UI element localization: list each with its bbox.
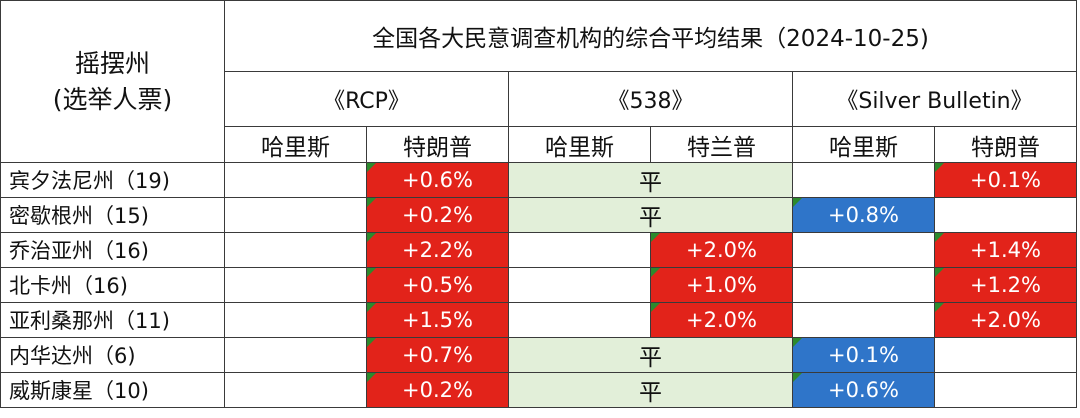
rcp-trump-cell: +0.2% bbox=[366, 372, 509, 408]
rcp-harris-cell bbox=[224, 372, 367, 408]
538-trump-cell: +1.0% bbox=[650, 267, 793, 303]
rcp-harris-cell bbox=[224, 162, 367, 198]
table-row: 威斯康星（10) +0.2% 平 +0.6% bbox=[0, 372, 1077, 408]
538-harris-cell bbox=[508, 232, 651, 268]
source-538: 《538》 bbox=[508, 71, 793, 127]
state-name: 宾夕法尼州（19) bbox=[0, 162, 225, 198]
538-harris-cell bbox=[508, 302, 651, 338]
candidate-header: 哈里斯 bbox=[792, 126, 935, 163]
silver-harris-cell bbox=[792, 232, 935, 268]
table-row: 密歇根州（15) +0.2% 平 +0.8% bbox=[0, 197, 1077, 233]
silver-harris-cell bbox=[792, 302, 935, 338]
rcp-trump-cell: +1.5% bbox=[366, 302, 509, 338]
rcp-harris-cell bbox=[224, 302, 367, 338]
title-row: 摇摆州 (选举人票) 全国各大民意调查机构的综合平均结果（2024-10-25) bbox=[0, 0, 1077, 163]
silver-harris-cell: +0.1% bbox=[792, 337, 935, 373]
rcp-trump-cell: +0.2% bbox=[366, 197, 509, 233]
table-title: 全国各大民意调查机构的综合平均结果（2024-10-25) bbox=[224, 0, 1077, 72]
538-trump-cell: +2.0% bbox=[650, 232, 793, 268]
table-row: 内华达州（6) +0.7% 平 +0.1% bbox=[0, 337, 1077, 373]
state-name: 内华达州（6) bbox=[0, 337, 225, 373]
rcp-trump-cell: +2.2% bbox=[366, 232, 509, 268]
silver-trump-cell: +0.1% bbox=[934, 162, 1077, 198]
source-row: 《RCP》 《538》 《Silver Bulletin》 bbox=[1, 71, 1077, 127]
table-row: 亚利桑那州（11) +1.5% +2.0% +2.0% bbox=[0, 302, 1077, 338]
silver-trump-cell: +1.4% bbox=[934, 232, 1077, 268]
538-trump-cell: +2.0% bbox=[650, 302, 793, 338]
rcp-trump-cell: +0.5% bbox=[366, 267, 509, 303]
corner-header-line2: (选举人票) bbox=[52, 84, 173, 114]
538-tie-cell: 平 bbox=[508, 162, 793, 198]
silver-harris-cell bbox=[792, 267, 935, 303]
source-rcp: 《RCP》 bbox=[224, 71, 509, 127]
silver-trump-cell bbox=[934, 197, 1077, 233]
silver-trump-cell: +2.0% bbox=[934, 302, 1077, 338]
rcp-trump-cell: +0.6% bbox=[366, 162, 509, 198]
swing-state-poll-table: 摇摆州 (选举人票) 全国各大民意调查机构的综合平均结果（2024-10-25)… bbox=[0, 0, 1077, 408]
silver-trump-cell bbox=[934, 372, 1077, 408]
candidate-header: 哈里斯 bbox=[508, 126, 651, 163]
state-name: 北卡州（16) bbox=[0, 267, 225, 303]
silver-harris-cell: +0.8% bbox=[792, 197, 935, 233]
silver-harris-cell: +0.6% bbox=[792, 372, 935, 408]
candidate-header: 哈里斯 bbox=[224, 126, 367, 163]
corner-header: 摇摆州 (选举人票) bbox=[0, 0, 225, 163]
538-tie-cell: 平 bbox=[508, 372, 793, 408]
table-row: 乔治亚州（16) +2.2% +2.0% +1.4% bbox=[0, 232, 1077, 268]
538-tie-cell: 平 bbox=[508, 337, 793, 373]
538-tie-cell: 平 bbox=[508, 197, 793, 233]
rcp-harris-cell bbox=[224, 337, 367, 373]
candidate-header: 特兰普 bbox=[650, 126, 793, 163]
state-name: 密歇根州（15) bbox=[0, 197, 225, 233]
silver-trump-cell bbox=[934, 337, 1077, 373]
state-name: 乔治亚州（16) bbox=[0, 232, 225, 268]
rcp-trump-cell: +0.7% bbox=[366, 337, 509, 373]
state-name: 威斯康星（10) bbox=[0, 372, 225, 408]
rcp-harris-cell bbox=[224, 197, 367, 233]
source-silver-bulletin: 《Silver Bulletin》 bbox=[792, 71, 1077, 127]
table-row: 北卡州（16) +0.5% +1.0% +1.2% bbox=[0, 267, 1077, 303]
silver-harris-cell bbox=[792, 162, 935, 198]
candidate-header: 特朗普 bbox=[934, 126, 1077, 163]
rcp-harris-cell bbox=[224, 232, 367, 268]
silver-trump-cell: +1.2% bbox=[934, 267, 1077, 303]
table-row: 宾夕法尼州（19) +0.6% 平 +0.1% bbox=[0, 162, 1077, 198]
state-name: 亚利桑那州（11) bbox=[0, 302, 225, 338]
rcp-harris-cell bbox=[224, 267, 367, 303]
corner-header-line1: 摇摆州 bbox=[74, 48, 150, 78]
candidate-header: 特朗普 bbox=[366, 126, 509, 163]
538-harris-cell bbox=[508, 267, 651, 303]
